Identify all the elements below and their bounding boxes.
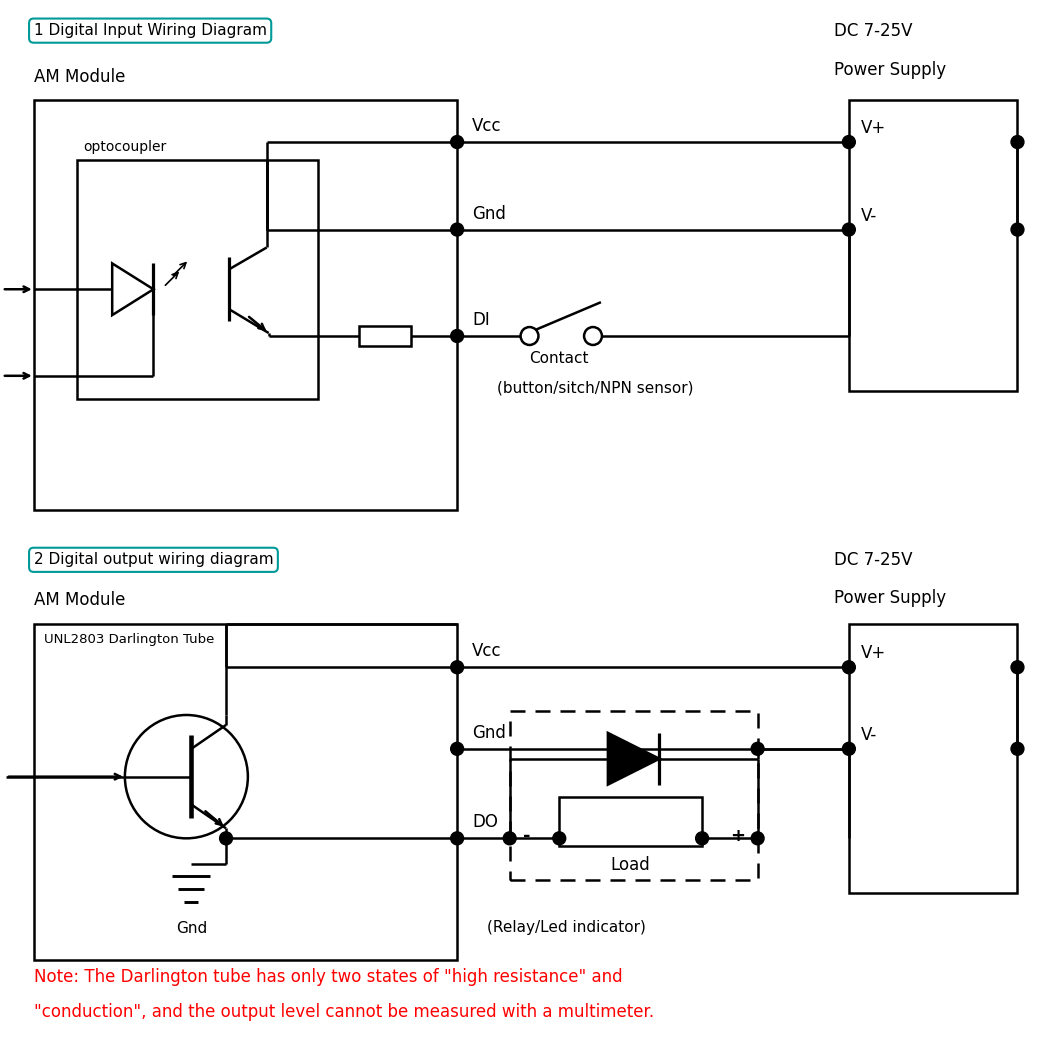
Bar: [509, 711, 758, 880]
Circle shape: [553, 832, 566, 845]
Text: 2 Digital output wiring diagram: 2 Digital output wiring diagram: [34, 552, 273, 567]
Circle shape: [1011, 223, 1024, 236]
Polygon shape: [608, 733, 659, 784]
Bar: [34, 625, 457, 960]
Circle shape: [842, 135, 856, 148]
Bar: [560, 797, 702, 846]
Bar: [848, 625, 1017, 894]
Text: Note: The Darlington tube has only two states of "high resistance" and: Note: The Darlington tube has only two s…: [34, 968, 623, 986]
Circle shape: [1011, 660, 1024, 674]
Circle shape: [584, 327, 602, 345]
Text: Gnd: Gnd: [472, 205, 506, 223]
Text: +: +: [730, 827, 744, 845]
Bar: [34, 100, 457, 510]
Text: V+: V+: [861, 645, 886, 663]
Circle shape: [1011, 135, 1024, 148]
Text: DO: DO: [472, 814, 498, 832]
Text: DC 7-25V: DC 7-25V: [834, 551, 912, 569]
Text: Vcc: Vcc: [472, 643, 502, 660]
Text: UNL2803 Darlington Tube: UNL2803 Darlington Tube: [43, 633, 214, 646]
Circle shape: [450, 223, 463, 236]
Text: -: -: [523, 827, 530, 845]
Circle shape: [450, 135, 463, 148]
Bar: [78, 160, 318, 399]
Circle shape: [450, 330, 463, 342]
Text: (button/sitch/NPN sensor): (button/sitch/NPN sensor): [497, 381, 693, 396]
Circle shape: [696, 832, 709, 845]
Bar: [359, 327, 411, 345]
Text: Load: Load: [611, 856, 651, 875]
Text: Vcc: Vcc: [472, 117, 502, 135]
Text: AM Module: AM Module: [34, 68, 125, 86]
Text: V-: V-: [861, 207, 877, 225]
Circle shape: [842, 660, 856, 674]
Text: Gnd: Gnd: [472, 723, 506, 742]
Text: (Relay/Led indicator): (Relay/Led indicator): [487, 920, 646, 934]
Circle shape: [503, 832, 517, 845]
Circle shape: [751, 742, 764, 755]
Text: optocoupler: optocoupler: [83, 140, 167, 154]
Text: AM Module: AM Module: [34, 590, 125, 609]
Text: 1 Digital Input Wiring Diagram: 1 Digital Input Wiring Diagram: [34, 23, 267, 38]
Text: V-: V-: [861, 726, 877, 743]
Text: Contact: Contact: [529, 351, 589, 366]
Text: Power Supply: Power Supply: [834, 61, 946, 80]
Text: DC 7-25V: DC 7-25V: [834, 22, 912, 40]
Circle shape: [450, 742, 463, 755]
Circle shape: [842, 223, 856, 236]
Text: Power Supply: Power Supply: [834, 589, 946, 607]
Circle shape: [450, 832, 463, 845]
Circle shape: [219, 832, 232, 845]
Circle shape: [751, 832, 764, 845]
Circle shape: [1011, 742, 1024, 755]
Circle shape: [842, 742, 856, 755]
Text: Gnd: Gnd: [175, 921, 207, 936]
Text: V+: V+: [861, 119, 886, 138]
Bar: [848, 100, 1017, 391]
Text: "conduction", and the output level cannot be measured with a multimeter.: "conduction", and the output level canno…: [34, 1004, 654, 1022]
Circle shape: [521, 327, 539, 345]
Circle shape: [450, 660, 463, 674]
Text: DI: DI: [472, 311, 489, 329]
